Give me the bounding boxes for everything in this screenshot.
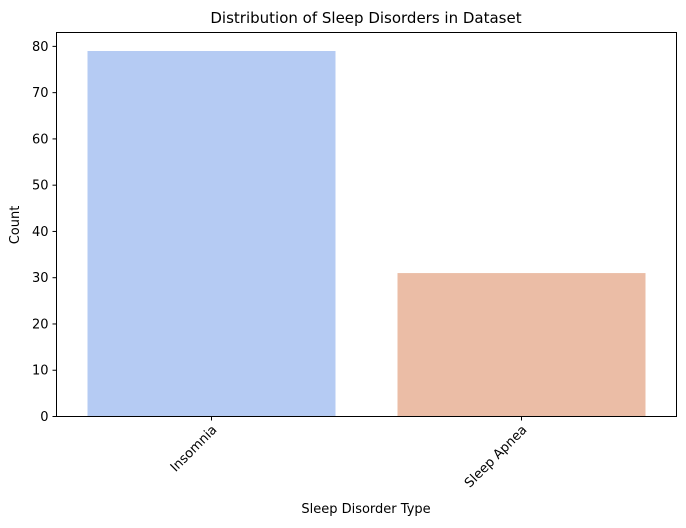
y-tick-label: 0 [40,410,48,425]
x-ticks-group: Insomnia Sleep Apnea [168,416,530,491]
y-tick-label: 50 [32,179,49,194]
x-tick-label: Insomnia [168,423,221,476]
x-axis-label: Sleep Disorder Type [301,502,430,517]
y-tick-label: 40 [32,225,49,240]
bars-group [87,51,646,417]
bar-sleep-apnea [397,273,646,417]
y-tick-label: 20 [32,317,49,332]
x-tick-label: Sleep Apnea [462,423,530,491]
chart-title: Distribution of Sleep Disorders in Datas… [210,9,521,27]
plot-frame [56,32,677,417]
y-axis-label: Count [8,206,23,245]
y-tick-label: 30 [32,271,49,286]
y-tick-label: 70 [32,86,49,101]
y-tick-label: 60 [32,132,49,147]
y-ticks-group: 0 10 20 30 40 50 60 70 80 [32,40,57,425]
y-tick-label: 10 [32,364,49,379]
bar-insomnia [87,51,336,417]
y-tick-label: 80 [32,40,49,55]
